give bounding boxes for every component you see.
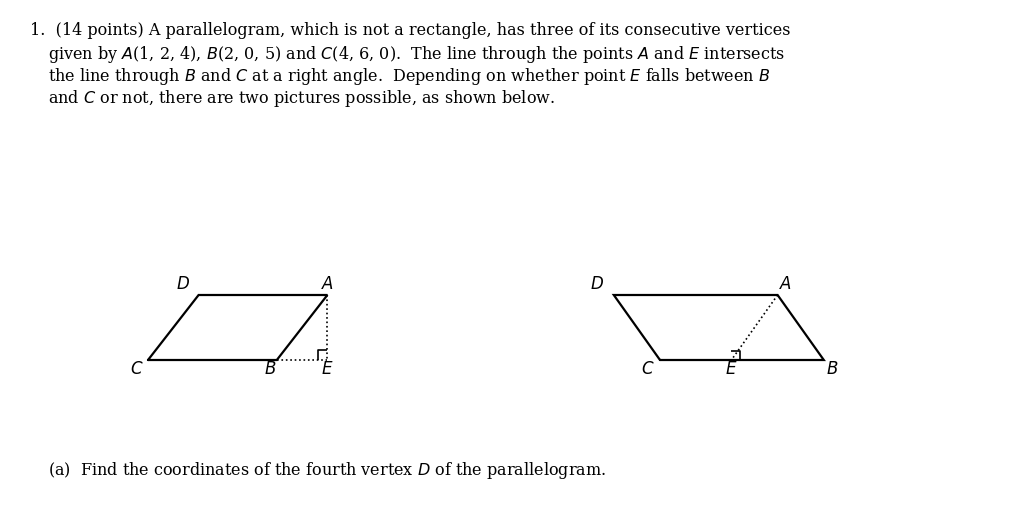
Text: $B$: $B$ (264, 361, 276, 378)
Text: $C$: $C$ (130, 361, 143, 378)
Text: $C$: $C$ (641, 361, 654, 378)
Text: the line through $\mathit{B}$ and $\mathit{C}$ at a right angle.  Depending on w: the line through $\mathit{B}$ and $\math… (48, 66, 770, 87)
Text: 1.  (14 points) A parallelogram, which is not a rectangle, has three of its cons: 1. (14 points) A parallelogram, which is… (30, 22, 791, 39)
Text: and $\mathit{C}$ or not, there are two pictures possible, as shown below.: and $\mathit{C}$ or not, there are two p… (48, 88, 555, 109)
Text: $B$: $B$ (826, 361, 839, 378)
Text: $E$: $E$ (725, 361, 737, 378)
Text: given by $\mathit{A}$(1, 2, 4), $\mathit{B}$(2, 0, 5) and $\mathit{C}$(4, 6, 0).: given by $\mathit{A}$(1, 2, 4), $\mathit… (48, 44, 785, 65)
Text: $E$: $E$ (322, 361, 334, 378)
Text: $D$: $D$ (590, 276, 604, 293)
Text: (a)  Find the coordinates of the fourth vertex $\mathit{D}$ of the parallelogram: (a) Find the coordinates of the fourth v… (48, 460, 606, 481)
Text: $A$: $A$ (779, 276, 793, 293)
Text: $A$: $A$ (321, 276, 334, 293)
Text: $D$: $D$ (175, 276, 189, 293)
